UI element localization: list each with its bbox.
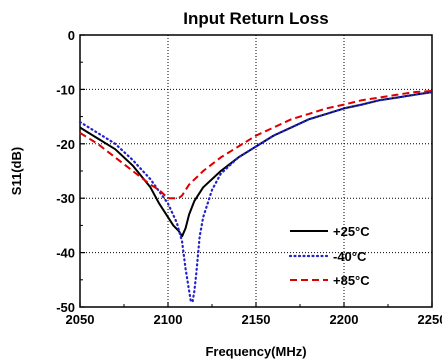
y-tick-label: -40: [56, 246, 75, 261]
y-tick-label: 0: [68, 28, 75, 43]
grid: [80, 35, 432, 307]
y-axis-label: S11(dB): [9, 147, 24, 195]
series-line-2: [79, 90, 433, 200]
series-layer: [78, 90, 434, 303]
legend-label-25c: +25°C: [333, 224, 370, 239]
legend: +25°C -40°C +85°C: [288, 224, 370, 288]
x-tick-label: 2100: [154, 312, 183, 327]
y-tick-label: -30: [56, 191, 75, 206]
y-tick-label: -20: [56, 137, 75, 152]
legend-label-minus40c: -40°C: [333, 249, 367, 264]
chart-title: Input Return Loss: [183, 9, 328, 28]
series-line-1: [78, 91, 434, 303]
y-tick-label: -50: [56, 300, 75, 315]
x-tick-label: 2050: [66, 312, 95, 327]
x-tick-label: 2150: [242, 312, 271, 327]
y-tick-label: -10: [56, 82, 75, 97]
legend-label-85c: +85°C: [333, 273, 370, 288]
x-tick-label: 2200: [330, 312, 359, 327]
x-axis-label: Frequency(MHz): [205, 344, 306, 359]
